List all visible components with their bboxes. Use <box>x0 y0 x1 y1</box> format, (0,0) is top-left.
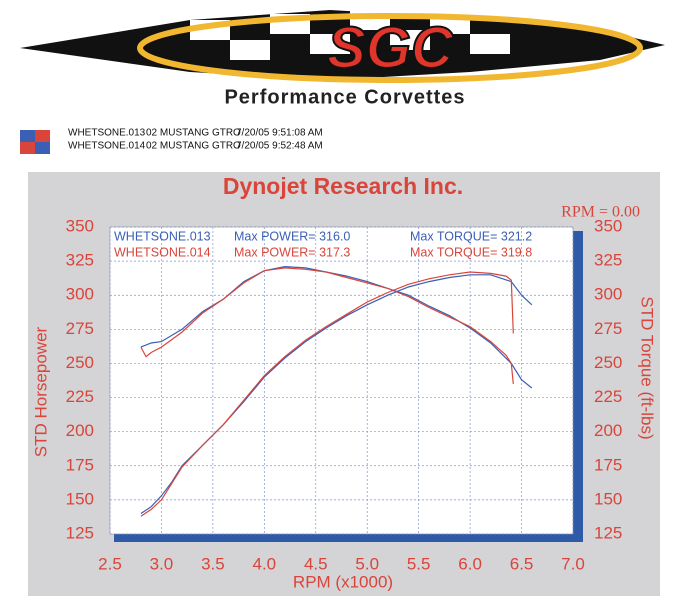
run-swatch <box>20 142 35 154</box>
y-tick-label: 325 <box>66 251 94 270</box>
run-vehicle: 02 MUSTANG GTRO <box>146 141 241 152</box>
x-tick-label: 3.0 <box>150 554 174 573</box>
x-tick-label: 4.5 <box>304 554 328 573</box>
y-tick-label: 350 <box>66 216 94 235</box>
x-tick-label: 2.5 <box>98 554 122 573</box>
run-swatch <box>20 130 35 142</box>
y2-axis-label: STD Torque (ft-lbs) <box>638 296 657 439</box>
plot-area <box>109 226 574 535</box>
y2-tick-label: 175 <box>594 455 622 474</box>
legend-run: WHETSONE.013 <box>114 229 211 243</box>
logo-text: SGC <box>327 15 454 80</box>
x-tick-label: 5.0 <box>355 554 379 573</box>
y2-tick-label: 225 <box>594 387 622 406</box>
x-tick-label: 5.5 <box>407 554 431 573</box>
legend-torque: Max TORQUE= 321.2 <box>410 229 532 243</box>
logo-subtitle: Performance Corvettes <box>224 86 465 108</box>
legend-power: Max POWER= 317.3 <box>234 245 350 259</box>
y-tick-label: 225 <box>66 387 94 406</box>
y-tick-label: 250 <box>66 353 94 372</box>
series-line <box>140 271 514 517</box>
x-axis-label: RPM (x1000) <box>293 572 393 591</box>
legend-power: Max POWER= 316.0 <box>234 229 350 243</box>
x-tick-label: 4.0 <box>253 554 277 573</box>
series-line <box>140 267 514 384</box>
y-tick-label: 200 <box>66 421 94 440</box>
y-tick-label: 150 <box>66 489 94 508</box>
chart-title: Dynojet Research Inc. <box>223 173 463 199</box>
legend-torque: Max TORQUE= 319.8 <box>410 245 532 259</box>
y2-tick-label: 350 <box>594 216 622 235</box>
run-time: 7/20/05 9:52:48 AM <box>236 141 323 152</box>
y2-tick-label: 200 <box>594 421 622 440</box>
x-tick-label: 7.0 <box>561 554 585 573</box>
y2-tick-label: 250 <box>594 353 622 372</box>
y2-tick-label: 150 <box>594 489 622 508</box>
y-tick-label: 125 <box>66 523 94 542</box>
rpm-annotation: RPM = 0.00 <box>561 204 640 221</box>
x-tick-label: 6.0 <box>458 554 482 573</box>
run-file: WHETSONE.014 <box>68 141 146 152</box>
run-vehicle: 02 MUSTANG GTRO <box>146 128 241 139</box>
y-tick-label: 275 <box>66 319 94 338</box>
y-tick-label: 175 <box>66 455 94 474</box>
run-file: WHETSONE.013 <box>68 128 146 139</box>
logo: SGC <box>20 10 665 83</box>
y2-tick-label: 300 <box>594 285 622 304</box>
y2-tick-label: 275 <box>594 319 622 338</box>
series-line <box>140 265 533 389</box>
y2-tick-label: 325 <box>594 251 622 270</box>
y-axis-label: STD Horsepower <box>31 326 50 457</box>
series-line <box>140 274 533 515</box>
y2-tick-label: 125 <box>594 523 622 542</box>
legend-run: WHETSONE.014 <box>114 245 211 259</box>
x-tick-label: 6.5 <box>510 554 534 573</box>
x-tick-label: 3.5 <box>201 554 225 573</box>
run-swatch <box>35 130 50 142</box>
run-swatch <box>35 142 50 154</box>
run-time: 7/20/05 9:51:08 AM <box>236 128 323 139</box>
y-tick-label: 300 <box>66 285 94 304</box>
